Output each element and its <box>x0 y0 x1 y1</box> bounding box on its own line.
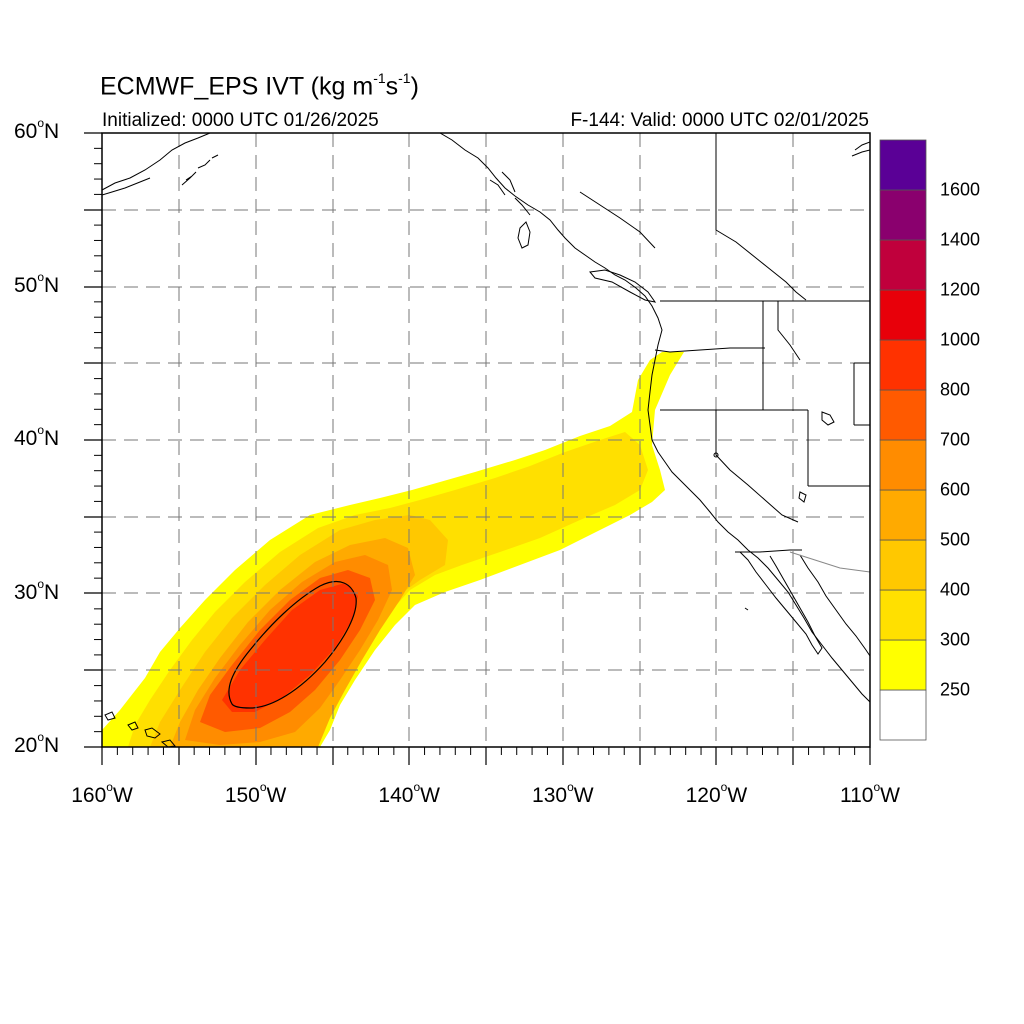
lakes <box>713 411 835 611</box>
lat-label-30N: 30oN <box>14 576 60 604</box>
colorbar-swatch <box>879 289 927 341</box>
colorbar-label: 1600 <box>940 179 981 200</box>
political-boundaries <box>579 133 870 573</box>
map-title: ECMWF_EPS IVT (kg m-1s-1) <box>100 70 419 101</box>
lon-label-110W: 110oW <box>840 780 900 807</box>
lat-label-50N: 50oN <box>14 269 60 297</box>
lon-label-150W: 150oW <box>224 780 287 807</box>
colorbar-swatch <box>879 589 927 641</box>
colorbar-label: 500 <box>940 529 971 550</box>
colorbar-label: 400 <box>940 579 971 600</box>
colorbar-label: 250 <box>940 679 971 700</box>
valid-time: F-144: Valid: 0000 UTC 02/01/2025 <box>570 110 869 131</box>
colorbar-label: 600 <box>940 479 971 500</box>
minor-axis-ticks <box>94 147 856 755</box>
ivt-colorbar <box>879 139 927 741</box>
colorbar-swatch <box>879 389 927 441</box>
colorbar-swatch <box>879 539 927 591</box>
colorbar-swatch <box>879 439 927 491</box>
colorbar-swatch <box>879 189 927 241</box>
ivt-1000-contour-line <box>228 581 357 709</box>
colorbar-label: 700 <box>940 429 971 450</box>
initialized-time: Initialized: 0000 UTC 01/26/2025 <box>102 110 379 131</box>
colorbar-label: 1200 <box>940 279 981 300</box>
lat-label-40N: 40oN <box>14 423 60 450</box>
colorbar-swatch <box>879 339 927 391</box>
colorbar-swatch <box>879 239 927 291</box>
colorbar-label: 1000 <box>940 329 981 350</box>
colorbar-label: 800 <box>940 379 971 400</box>
lon-label-120W: 120oW <box>685 780 748 807</box>
grid-lines <box>102 133 870 747</box>
colorbar-label: 1400 <box>940 229 981 250</box>
lon-label-130W: 130oW <box>532 780 594 807</box>
colorbar-swatch <box>879 139 927 191</box>
axis-ticks <box>84 132 871 765</box>
ivt-plume-shading <box>102 352 684 747</box>
ivt-800-contour-fill <box>222 583 358 712</box>
lon-label-140W: 140oW <box>378 780 440 807</box>
coastlines <box>102 133 870 747</box>
colorbar-label: 300 <box>940 629 971 650</box>
colorbar-swatch <box>879 489 927 541</box>
lon-label-160W: 160oW <box>71 780 133 807</box>
lat-label-60N: 60oN <box>14 116 60 143</box>
lat-label-20N: 20oN <box>14 730 60 757</box>
colorbar-swatch <box>879 689 927 741</box>
colorbar-swatch <box>879 639 927 691</box>
